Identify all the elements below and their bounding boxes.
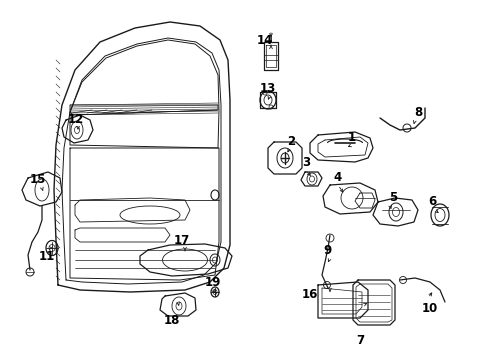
Text: 1: 1: [347, 131, 355, 144]
Text: 2: 2: [286, 135, 294, 148]
Text: 18: 18: [163, 314, 180, 327]
Text: 7: 7: [355, 333, 364, 346]
Text: 9: 9: [322, 243, 330, 256]
Text: 15: 15: [30, 174, 46, 186]
Text: 16: 16: [301, 288, 318, 301]
Text: 8: 8: [413, 107, 421, 120]
Text: 5: 5: [388, 192, 396, 204]
Text: 14: 14: [256, 33, 273, 46]
Text: 4: 4: [333, 171, 342, 184]
Text: 19: 19: [204, 276, 221, 289]
Text: 17: 17: [174, 234, 190, 247]
Text: 6: 6: [427, 195, 435, 208]
Text: 11: 11: [39, 251, 55, 264]
Text: 12: 12: [68, 113, 84, 126]
Text: 13: 13: [259, 81, 276, 94]
Text: 3: 3: [301, 157, 309, 170]
Text: 10: 10: [421, 301, 437, 315]
